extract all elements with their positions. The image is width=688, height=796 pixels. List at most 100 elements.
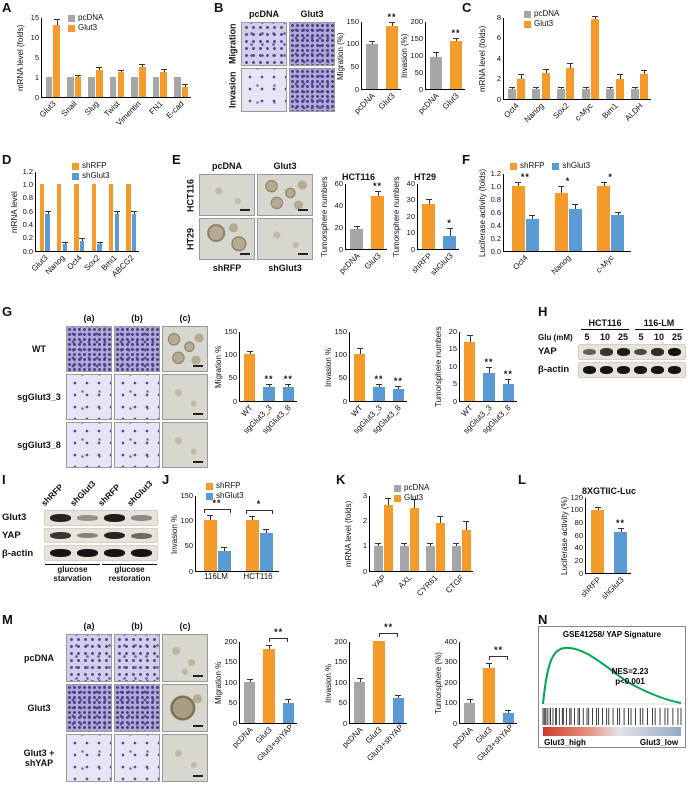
bar	[392, 698, 404, 723]
bar	[615, 78, 624, 99]
y-tick-label: 200	[410, 16, 423, 26]
error-bar	[224, 548, 225, 551]
bar	[74, 77, 82, 97]
column-label: Glut3	[300, 9, 324, 20]
bar	[611, 215, 625, 251]
micrograph-sgGlut3_3-a	[66, 374, 112, 420]
y-tick-label: 100	[334, 349, 347, 359]
plot-area: *	[417, 184, 459, 250]
y-axis-label: Invasion %	[324, 663, 333, 703]
bar	[450, 41, 462, 89]
error-bar-cap	[632, 86, 638, 88]
x-axis-labels: Oct4 Nanog Sox2 c-Myc Bim1 ALDH	[503, 100, 651, 128]
tumorsphere-Glut3-shYAP	[162, 734, 208, 782]
error-bar-cap	[558, 86, 564, 88]
gsea-curve	[542, 646, 682, 705]
lane-label: shRFP	[95, 481, 123, 508]
error-bar	[414, 500, 415, 508]
chart-body: Tumorsphere numbers 0 20 40 60 ** pcDNA Glut3	[320, 177, 387, 278]
y-tick-label: 40	[406, 178, 415, 188]
tumorsphere-chart-HT29: HT29 Tumorsphere numbers 0 10 20 30 40 * shRFP sh…	[392, 172, 459, 278]
error-bar	[252, 517, 253, 521]
error-bar	[56, 20, 58, 25]
error-bar	[266, 529, 267, 533]
tumorsphere-chart-HCT116: HCT116 Tumorsphere numbers 0 20 40 60 ** pcDNA G…	[320, 172, 387, 278]
plot-column: ** pcDNA Glut3 Glut3+shYAP	[340, 623, 407, 763]
micrograph-WT-b	[114, 326, 160, 372]
blot-lane	[128, 549, 155, 558]
row-label: Glut3 + shYAP	[23, 747, 55, 768]
tumorsphere-chart: Tumorsphere (%) 0 100 200 300 400 ** pcDNA Glut3…	[434, 637, 517, 763]
bar	[502, 712, 514, 723]
error-bar	[428, 199, 430, 205]
panel-D-chart: shRFP shGlut3 mRNA level 0.0 0.2 0.4 0.6 0.8 1.0…	[10, 161, 139, 280]
error-bar	[372, 41, 373, 44]
error-bar-cap	[411, 499, 417, 501]
error-bar-cap	[374, 190, 381, 192]
y-tick-label: 100	[224, 349, 237, 359]
micrograph-Glut3-b	[114, 684, 160, 732]
error-bar	[142, 64, 144, 67]
blot-lane	[47, 549, 74, 558]
panel-H: H HCT116 116-LM Glu (mM) 5 10 25 5 10 25…	[538, 304, 686, 424]
error-bar-cap	[558, 186, 564, 188]
x-tick-label: HCT116	[243, 572, 273, 581]
error-bar-cap	[96, 66, 103, 68]
panel-F-label: F	[462, 152, 470, 167]
plot-column: ** * 116LM HCT116	[195, 496, 279, 584]
micrograph-migration-pcDNA	[241, 22, 287, 66]
blot-row: YAP	[538, 344, 686, 360]
error-bar-cap	[505, 710, 512, 712]
x-axis-labels: WT sgGlut3_3 sgGlut3_8	[349, 402, 407, 435]
legend-label: shGlut3	[216, 490, 244, 500]
column-label: (a)	[83, 621, 95, 632]
bar	[56, 184, 62, 251]
blot-band	[633, 366, 648, 374]
y-tick-label: 40	[334, 200, 343, 210]
tumorsphere-HT29-shGlut3	[257, 218, 313, 260]
error-bar	[82, 239, 84, 241]
error-bar-cap	[395, 386, 402, 388]
bar	[88, 77, 96, 97]
error-bar-cap	[376, 383, 382, 385]
error-bar	[489, 663, 490, 668]
migration-chart: Migration % 0 50 100 150 200 ** pcDNA Glut3 Glut3…	[214, 627, 297, 763]
y-axis-label: Migration (%)	[336, 32, 345, 80]
blot-lane	[649, 366, 666, 374]
glucose-value: 25	[617, 332, 628, 342]
legend-item: shRFP	[72, 161, 110, 171]
y-tick-label: 0	[418, 84, 423, 94]
bar	[217, 550, 231, 571]
significance-label: **	[283, 374, 293, 385]
error-bar-cap	[285, 384, 292, 386]
legend-label: Glut3	[78, 22, 98, 32]
error-bar-cap	[246, 678, 253, 680]
blot-lane	[666, 348, 683, 356]
error-bar	[436, 52, 437, 57]
blot-lane	[47, 514, 74, 522]
blot-lane	[581, 348, 598, 356]
error-bar-cap	[221, 547, 227, 549]
legend-swatch	[524, 20, 531, 28]
plot-area	[369, 496, 473, 572]
plot-area: **	[239, 627, 297, 724]
blot-band	[616, 366, 631, 374]
micrograph-pcDNA-b	[114, 634, 160, 682]
chart-body: Tumorsphere (%) 0 100 200 300 400 ** pcDNA Glut3…	[434, 637, 517, 763]
error-bar-cap	[446, 228, 453, 230]
blot-strip	[578, 362, 686, 378]
bar	[590, 19, 600, 99]
y-tick-label: 150	[410, 33, 423, 43]
y-tick-label: 1.2	[22, 166, 33, 176]
bar	[282, 702, 294, 723]
error-bar-cap	[263, 528, 269, 530]
error-bar	[585, 87, 587, 89]
significance-label: **	[503, 369, 513, 379]
bar	[74, 184, 79, 251]
panel-M-label: M	[2, 612, 13, 627]
error-bar	[610, 87, 612, 89]
western-blot-H: HCT116 116-LM Glu (mM) 5 10 25 5 10 25 Y…	[538, 318, 686, 380]
plot-area: ** **	[239, 332, 297, 402]
bar	[152, 77, 160, 97]
error-bar	[466, 521, 467, 531]
